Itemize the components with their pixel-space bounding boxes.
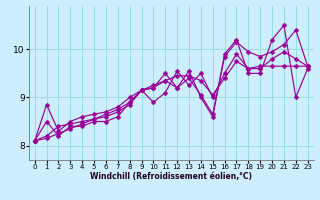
X-axis label: Windchill (Refroidissement éolien,°C): Windchill (Refroidissement éolien,°C) <box>90 172 252 181</box>
